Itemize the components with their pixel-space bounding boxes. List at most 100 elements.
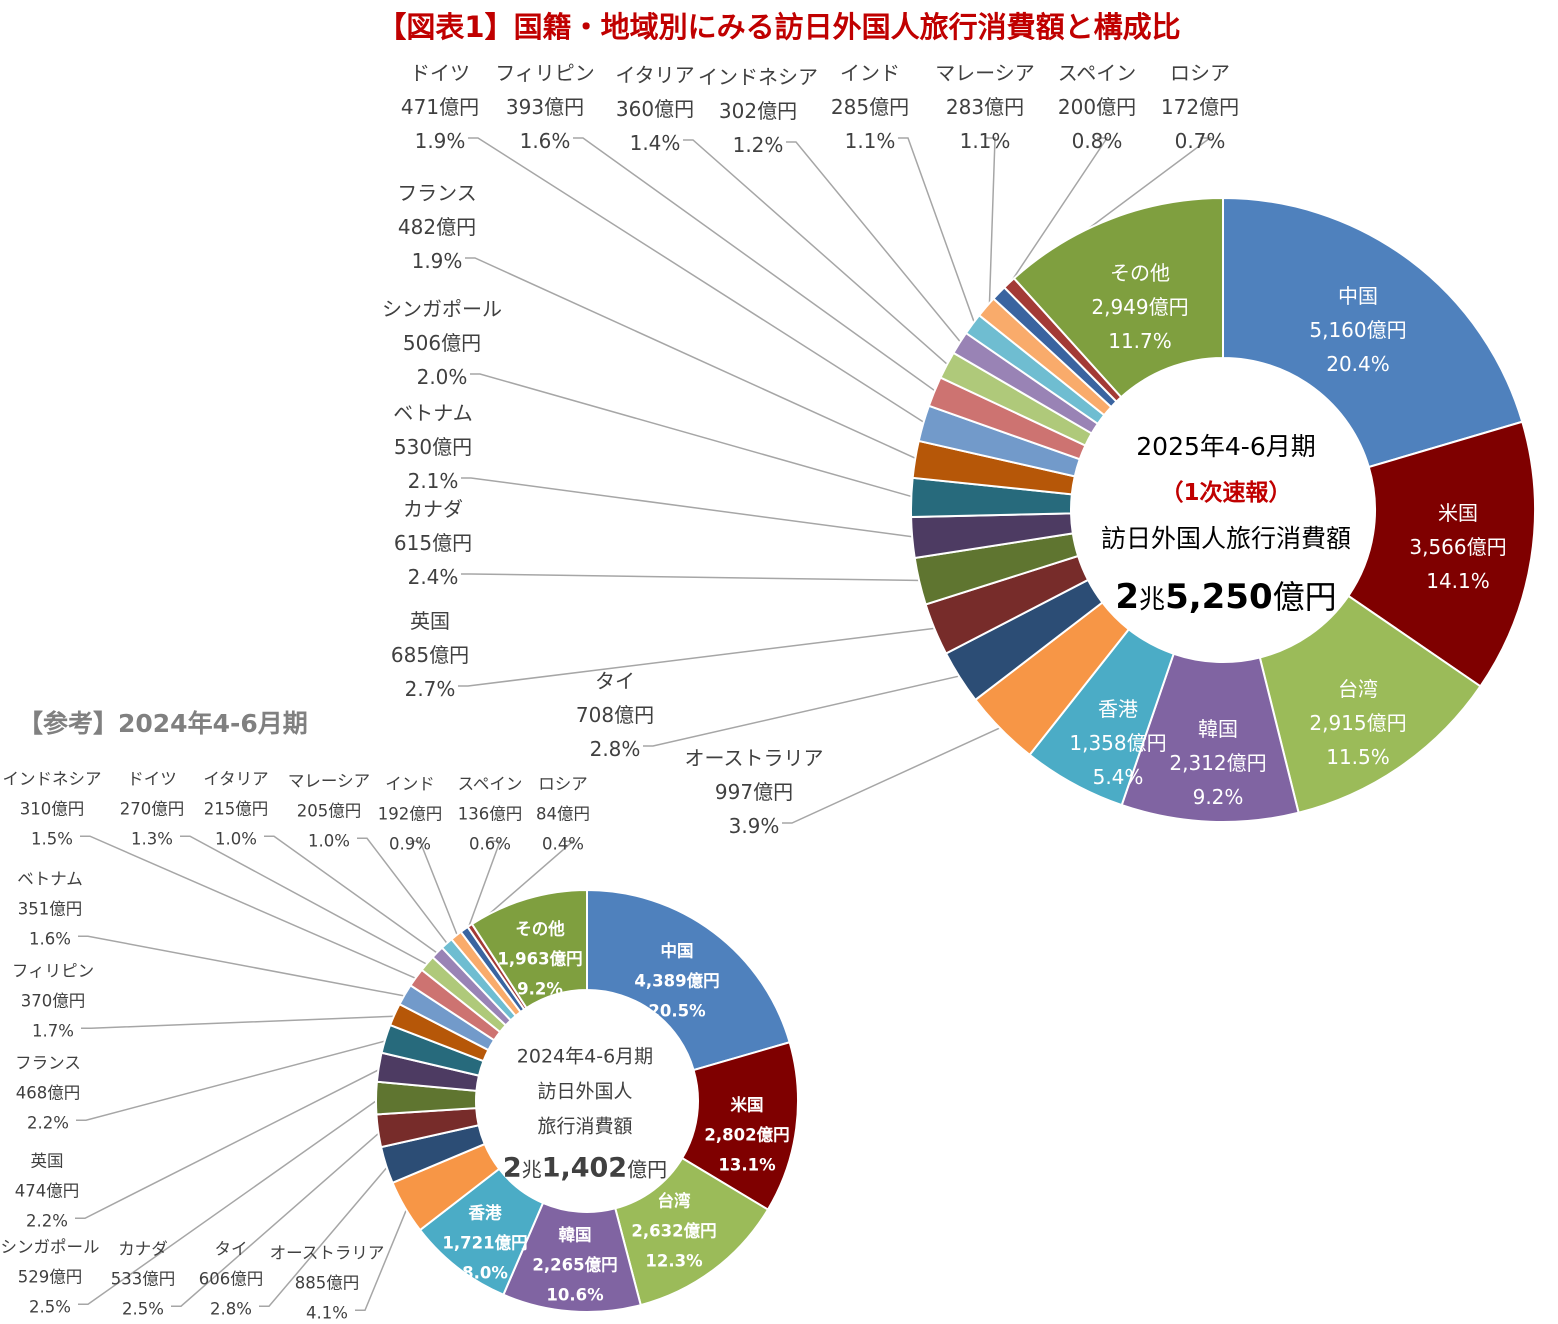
label-name: 韓国 bbox=[1198, 717, 1238, 741]
label-percent: 0.7% bbox=[1175, 129, 1226, 153]
slice-その他 bbox=[1012, 196, 1224, 399]
label-value: 285億円 bbox=[831, 95, 909, 119]
label-name: 米国 bbox=[1438, 501, 1478, 525]
label-percent: 12.3% bbox=[645, 1252, 703, 1271]
label-value: 2,915億円 bbox=[1309, 711, 1406, 735]
label-value: 471億円 bbox=[401, 95, 479, 119]
leader-line bbox=[643, 674, 964, 747]
label-percent: 2.7% bbox=[405, 677, 456, 701]
center-text-1: 2025年4-6月期 bbox=[1136, 432, 1315, 461]
total-part: 1,402 bbox=[542, 1152, 627, 1183]
leader-line bbox=[264, 835, 441, 956]
total-part: 兆 bbox=[1139, 585, 1165, 615]
label-percent: 14.1% bbox=[1426, 569, 1490, 593]
label-name: タイ bbox=[595, 669, 635, 693]
leader-line bbox=[357, 837, 450, 947]
leader-line bbox=[898, 137, 977, 327]
label-name: スペイン bbox=[458, 775, 523, 794]
label-name: タイ bbox=[215, 1240, 248, 1259]
label-percent: 2.2% bbox=[27, 1114, 69, 1133]
label-name: インドネシア bbox=[698, 65, 818, 89]
leader-lines bbox=[458, 137, 1213, 824]
label-percent: 20.5% bbox=[648, 1002, 706, 1021]
leader-line bbox=[461, 573, 924, 582]
label-percent: 1.9% bbox=[412, 249, 463, 273]
label-percent: 9.2% bbox=[1193, 785, 1244, 809]
label-name: ロシア bbox=[538, 775, 588, 794]
label-percent: 8.0% bbox=[462, 1264, 508, 1283]
label-value: 482億円 bbox=[398, 215, 476, 239]
reference-label: 【参考】2024年4-6月期 bbox=[18, 709, 308, 738]
total-part: 2 bbox=[503, 1152, 522, 1183]
label-value: 1,721億円 bbox=[442, 1233, 527, 1253]
label-value: 2,312億円 bbox=[1169, 751, 1266, 775]
label-name: カナダ bbox=[118, 1240, 168, 1259]
label-percent: 10.6% bbox=[546, 1286, 604, 1305]
label-value: 215億円 bbox=[204, 800, 269, 819]
leader-line bbox=[1001, 137, 1109, 297]
label-name: スペイン bbox=[1058, 61, 1137, 85]
total-amount: 2兆1,402億円 bbox=[503, 1152, 667, 1183]
center-text-3: 旅行消費額 bbox=[537, 1116, 632, 1138]
label-percent: 2.0% bbox=[417, 365, 468, 389]
label-value: 506億円 bbox=[403, 331, 481, 355]
label-percent: 1.0% bbox=[215, 830, 257, 849]
label-percent: 1.9% bbox=[415, 129, 466, 153]
label-percent: 3.9% bbox=[729, 814, 780, 838]
label-value: 529億円 bbox=[18, 1268, 83, 1287]
label-value: 606億円 bbox=[199, 1270, 264, 1289]
label-value: 84億円 bbox=[536, 805, 590, 824]
label-value: 310億円 bbox=[20, 800, 85, 819]
label-name: イタリア bbox=[615, 63, 694, 87]
label-percent: 11.7% bbox=[1108, 329, 1172, 353]
label-value: 2,949億円 bbox=[1091, 295, 1188, 319]
label-name: 英国 bbox=[410, 609, 450, 633]
label-value: 708億円 bbox=[576, 703, 654, 727]
label-percent: 2.5% bbox=[122, 1300, 164, 1319]
label-percent: 4.1% bbox=[306, 1304, 348, 1323]
leader-line bbox=[468, 137, 928, 425]
label-name: ドイツ bbox=[410, 61, 470, 85]
donut-chart-2: 中国 4,389億円 20.5% 米国 2,802億円 13.1% 台湾 2,632億円 12.… bbox=[1, 770, 799, 1323]
label-value: 205億円 bbox=[297, 802, 362, 821]
label-name: イタリア bbox=[203, 770, 268, 789]
slice-その他 bbox=[470, 888, 588, 1010]
label-value: 533億円 bbox=[111, 1270, 176, 1289]
label-name: マレーシア bbox=[935, 61, 1035, 85]
label-percent: 1.2% bbox=[733, 133, 784, 157]
leader-line bbox=[81, 1015, 399, 1029]
label-percent: 2.2% bbox=[26, 1212, 68, 1231]
leader-line bbox=[355, 1205, 409, 1311]
label-percent: 20.4% bbox=[1326, 352, 1390, 376]
center-text-2: （1次速報） bbox=[1160, 479, 1291, 506]
total-amount: 2兆5,250億円 bbox=[1115, 577, 1336, 617]
slice-米国 bbox=[1347, 420, 1536, 688]
leader-line bbox=[461, 477, 917, 538]
label-value: 615億円 bbox=[394, 531, 472, 555]
label-value: 200億円 bbox=[1058, 95, 1136, 119]
leader-line bbox=[471, 840, 576, 930]
label-value: 468億円 bbox=[16, 1084, 81, 1103]
label-name: 台湾 bbox=[1338, 677, 1378, 701]
leader-line bbox=[465, 840, 502, 933]
leader-line bbox=[683, 139, 951, 368]
leader-line bbox=[78, 935, 409, 998]
label-percent: 1.7% bbox=[32, 1022, 74, 1041]
label-percent: 2.8% bbox=[590, 737, 641, 761]
label-name: ロシア bbox=[1170, 61, 1230, 85]
label-value: 530億円 bbox=[394, 435, 472, 459]
label-name: フランス bbox=[397, 181, 477, 205]
label-name: インドネシア bbox=[3, 770, 102, 789]
label-percent: 1.6% bbox=[520, 129, 571, 153]
label-value: 192億円 bbox=[378, 805, 443, 824]
label-name: その他 bbox=[1110, 261, 1170, 285]
label-name: 香港 bbox=[469, 1203, 503, 1223]
label-value: 1,358億円 bbox=[1069, 731, 1166, 755]
label-percent: 1.1% bbox=[960, 129, 1011, 153]
label-value: 3,566億円 bbox=[1409, 535, 1506, 559]
total-part: 兆 bbox=[522, 1157, 542, 1181]
label-percent: 13.1% bbox=[718, 1156, 776, 1175]
total-part: 億円 bbox=[1273, 578, 1337, 616]
label-value: 1,963億円 bbox=[497, 949, 582, 969]
